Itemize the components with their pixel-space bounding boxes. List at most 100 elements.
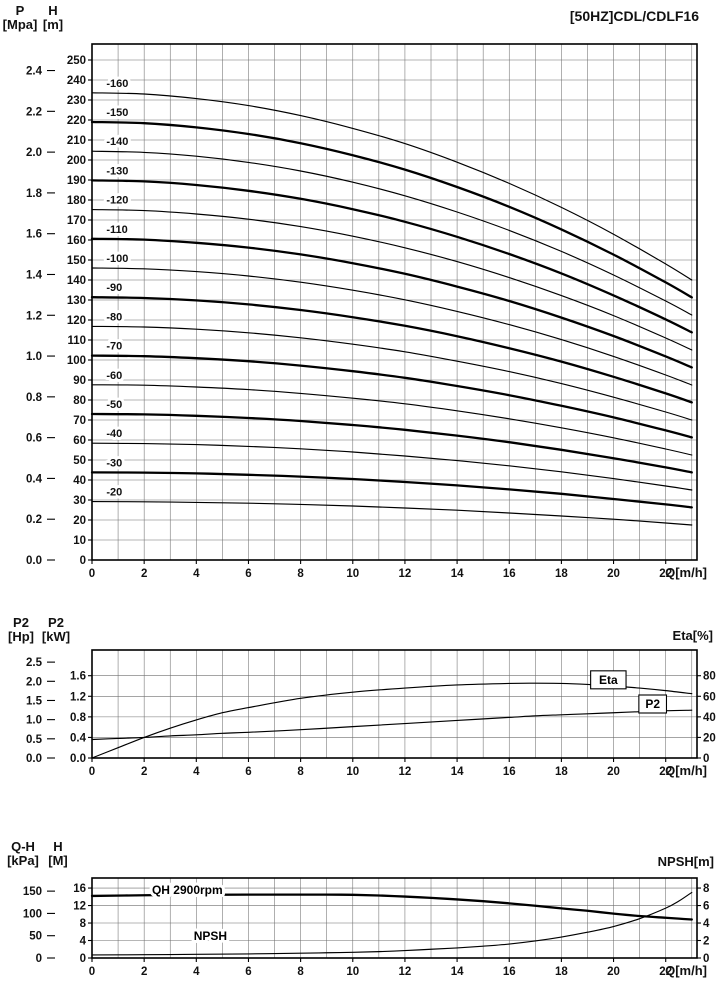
x-tick-label: 14 (451, 766, 464, 778)
y-tick-label: 80 (703, 671, 716, 683)
grid-vertical (117, 878, 693, 958)
h2-axis-unit: [M] (48, 853, 68, 868)
y-tick-label: 210 (67, 135, 86, 147)
curve--50 (90, 412, 693, 474)
x-tick-label: 4 (193, 568, 200, 580)
y-tick-label: 40 (703, 712, 716, 724)
y-tick-label: 0.2 (26, 514, 42, 526)
y-tick-label: 1.5 (26, 695, 43, 707)
y-tick-label: 0.0 (70, 753, 86, 765)
left-axis-axis_kpa: 0 50 100 150 (23, 886, 55, 965)
stage-label-60: -60 (106, 370, 122, 382)
y-tick-label: 6 (703, 901, 709, 913)
y-tick-label: 110 (67, 335, 86, 347)
npsh-chart-axis-header: Q-H H [kPa] [M] (2, 840, 72, 868)
x-tick-label: 4 (193, 766, 200, 778)
x-axis-label: Q[m/h] (665, 565, 707, 580)
y-tick-label: 130 (67, 295, 86, 307)
y-tick-label: 60 (73, 435, 86, 447)
npsh-axis-label: NPSH[m] (657, 854, 714, 869)
x-tick-label: 8 (297, 568, 304, 580)
y-tick-label: 0 (703, 953, 709, 965)
x-axis: 0 2 4 6 8 10 12 14 16 18 20 22Q[m/h] (89, 560, 707, 580)
y-tick-label: 230 (67, 95, 86, 107)
y-tick-label: 0 (36, 953, 42, 965)
x-tick-label: 14 (451, 568, 464, 580)
y-tick-label: 0 (703, 753, 709, 765)
y-tick-label: 150 (67, 255, 86, 267)
y-tick-label: 50 (73, 455, 86, 467)
y-tick-label: 0.8 (26, 392, 43, 404)
annotation-p2: P2 (645, 697, 660, 711)
plot-border (91, 43, 698, 561)
y-tick-label: 8 (80, 918, 87, 930)
stage-label-130: -130 (106, 165, 128, 177)
p2-hp-axis-title: P2 (13, 615, 29, 630)
y-tick-label: 50 (29, 931, 42, 943)
y-tick-label: 1.0 (26, 351, 42, 363)
stage-label-120: -120 (106, 195, 128, 207)
x-tick-label: 22 (659, 766, 672, 778)
curve--20 (91, 501, 693, 526)
y-tick-label: 170 (67, 215, 86, 227)
y-tick-label: 0.4 (70, 732, 87, 744)
curve--140 (91, 150, 693, 316)
y-tick-label: 30 (73, 495, 86, 507)
right-axis-axis_eta: 0 20 40 60 80 (697, 671, 716, 765)
y-tick-label: 0.8 (70, 712, 87, 724)
x-tick-label: 10 (346, 966, 359, 978)
y-tick-label: 10 (73, 535, 86, 547)
x-tick-label: 0 (89, 568, 95, 580)
x-tick-label: 22 (659, 966, 672, 978)
plot-border (91, 649, 698, 759)
y-tick-label: 160 (67, 235, 86, 247)
curve--40 (91, 442, 693, 491)
x-tick-label: 20 (607, 568, 620, 580)
y-tick-label: 1.8 (26, 188, 43, 200)
y-tick-label: 60 (703, 691, 716, 703)
y-tick-label: 0.5 (26, 734, 43, 746)
x-tick-label: 2 (141, 766, 147, 778)
grid-horizontal (92, 887, 697, 941)
stage-label-30: -30 (106, 457, 122, 469)
grid-vertical (117, 44, 693, 560)
y-tick-label: 1.2 (70, 691, 86, 703)
y-tick-label: 40 (73, 475, 86, 487)
chart-head: 0 2 4 6 8 10 12 14 16 18 20 22Q[m/h] 0.0 0.2 0.4 0.6 0.8… (26, 43, 707, 580)
stage-label-20: -20 (106, 487, 122, 499)
y-tick-label: 140 (67, 275, 86, 287)
stage-label-160: -160 (106, 78, 128, 90)
stage-label-110: -110 (106, 224, 127, 236)
y-tick-label: 1.4 (26, 269, 43, 281)
x-tick-label: 6 (245, 966, 251, 978)
right-axis-axis_npsh: 0 2 4 6 8 (697, 883, 710, 965)
x-tick-label: 12 (399, 966, 412, 978)
left-axis-axis_h_m: 0 10 20 30 40 50 60 70 80 90 100 110 120 130 140 150 160… (67, 55, 92, 567)
head-chart-axis-header: P H [Mpa] [m] (0, 4, 66, 32)
x-tick-label: 0 (89, 766, 95, 778)
stage-label-100: -100 (106, 253, 128, 265)
power-chart-axis-header: P2 P2 [Hp] [kW] (4, 616, 74, 644)
stage-label-80: -80 (106, 311, 122, 323)
chart-qh-npsh: 0 2 4 6 8 10 12 14 16 18 20 22Q[m/h]050100150048121… (23, 877, 710, 978)
y-tick-label: 2.4 (26, 66, 43, 78)
grid-vertical (117, 650, 693, 758)
x-tick-label: 10 (346, 766, 359, 778)
curve--120 (91, 209, 693, 351)
annotation-box-eta (590, 670, 627, 690)
y-tick-label: 2.5 (26, 657, 43, 669)
x-tick-label: 14 (451, 966, 464, 978)
x-tick-label: 8 (297, 766, 304, 778)
stage-label-70: -70 (106, 341, 122, 353)
p2-kw-axis-title: P2 (48, 615, 64, 630)
stage-label-150: -150 (106, 107, 128, 119)
p2-kw-axis-unit: [kW] (41, 629, 71, 644)
curve--70 (90, 354, 693, 439)
y-tick-label: 4 (80, 936, 87, 948)
x-tick-label: 6 (245, 766, 251, 778)
x-axis-label: Q[m/h] (665, 763, 707, 778)
stage-label-140: -140 (106, 136, 128, 148)
y-tick-label: 250 (67, 55, 86, 67)
